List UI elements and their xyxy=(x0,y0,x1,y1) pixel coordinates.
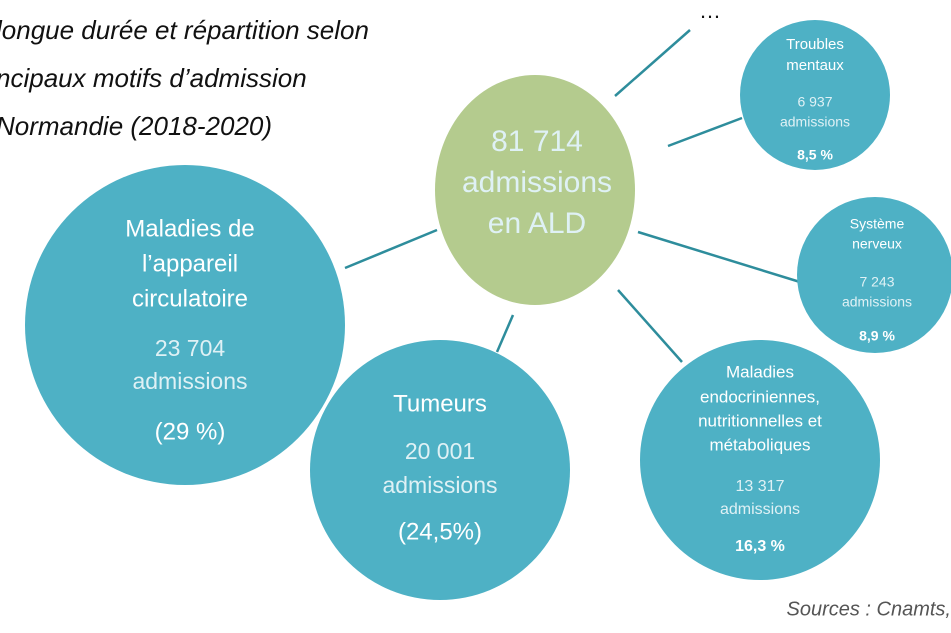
node-share: (29 %) xyxy=(155,418,226,445)
node-label: nerveux xyxy=(852,236,902,252)
center-text: admissions xyxy=(462,166,612,199)
node-label: Troubles xyxy=(786,36,844,53)
connector xyxy=(667,116,743,148)
node-unit: admissions xyxy=(382,472,497,498)
node-count: 23 704 xyxy=(155,335,226,361)
node-label: l’appareil xyxy=(142,250,238,277)
node-count: 13 317 xyxy=(736,478,785,495)
node-label: Tumeurs xyxy=(393,390,487,417)
node-label: métaboliques xyxy=(709,435,810,454)
bubble xyxy=(25,165,345,485)
center-text: 81 714 xyxy=(491,125,583,158)
bubble xyxy=(310,340,570,600)
node-count: 20 001 xyxy=(405,438,475,464)
center-text: en ALD xyxy=(488,207,586,240)
node-label: Maladies de xyxy=(125,215,254,242)
node-share: (24,5%) xyxy=(398,518,482,545)
bubble xyxy=(797,197,951,353)
node-unit: admissions xyxy=(842,294,912,310)
node-count: 7 243 xyxy=(859,274,894,290)
connectors xyxy=(344,29,801,363)
node-label: Système xyxy=(850,216,905,232)
more-label: … xyxy=(699,0,721,23)
connector xyxy=(617,289,683,363)
bubble xyxy=(740,20,890,170)
bubble xyxy=(640,340,880,580)
source: Sources : Cnamts, xyxy=(786,598,951,620)
node-label: nutritionnelles et xyxy=(698,411,822,430)
connector xyxy=(495,314,515,353)
node-share: 16,3 % xyxy=(735,538,785,555)
node-unit: admissions xyxy=(132,368,247,394)
title-line: ncipaux motifs d’admission xyxy=(0,63,307,93)
node-label: Maladies xyxy=(726,362,794,381)
node-label: endocriniennes, xyxy=(700,387,820,406)
node-unit: admissions xyxy=(720,501,800,518)
node-count: 6 937 xyxy=(797,94,832,110)
node-share: 8,5 % xyxy=(797,147,833,163)
node-unit: admissions xyxy=(780,114,850,130)
connector xyxy=(614,29,691,97)
node-share: 8,9 % xyxy=(859,328,895,344)
node-label: mentaux xyxy=(786,57,844,74)
connector xyxy=(344,228,438,270)
node-label: circulatoire xyxy=(132,285,248,312)
center-bubble xyxy=(435,75,635,305)
title-line: longue durée et répartition selon xyxy=(0,15,369,45)
title-line: Normandie (2018-2020) xyxy=(0,111,272,141)
connector xyxy=(637,230,801,284)
